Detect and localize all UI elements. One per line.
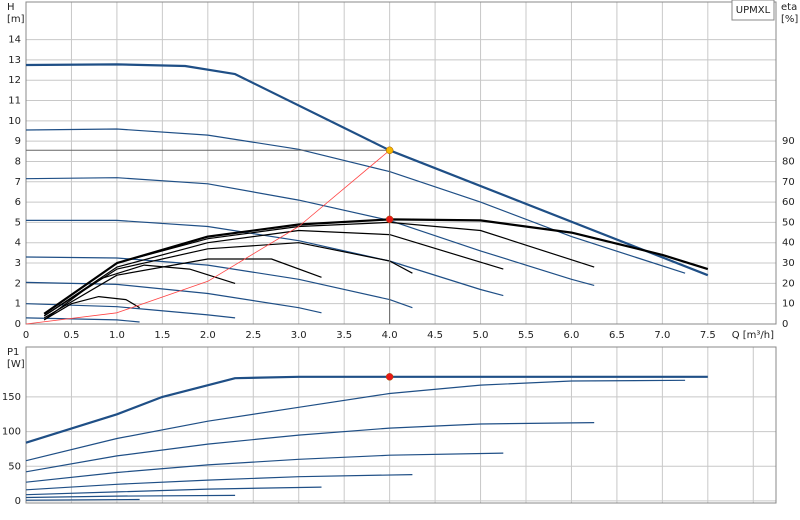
curve <box>25 149 390 325</box>
y-tick-label: 11 <box>8 96 21 107</box>
x-tick-label: 4.0 <box>382 330 398 341</box>
curve <box>43 296 140 321</box>
curve <box>25 422 595 473</box>
x-tick-label: 4.5 <box>427 330 443 341</box>
curve <box>25 498 140 501</box>
curve <box>25 63 709 277</box>
plot-frame <box>25 346 777 504</box>
curve <box>25 379 686 462</box>
curve <box>43 264 236 321</box>
y-tick-label: 8 <box>15 156 21 167</box>
y-tick-label: 7 <box>15 177 21 188</box>
x-tick-label: 2.0 <box>200 330 216 341</box>
legend-box <box>731 0 775 21</box>
y-tick-label: 9 <box>15 136 21 147</box>
curve <box>25 486 322 496</box>
x-tick-label: 5.0 <box>473 330 489 341</box>
y2-tick-label: 30 <box>782 258 795 269</box>
y-tick-label: 100 <box>2 427 21 438</box>
y2-axis-label: [%] <box>781 14 798 25</box>
legend-label: UPMXL <box>736 5 771 16</box>
x-tick-label: 7.5 <box>700 330 716 341</box>
x-tick-label: 6.0 <box>564 330 580 341</box>
curve <box>43 229 504 317</box>
y2-tick-label: 20 <box>782 278 795 289</box>
y-tick-label: 0 <box>15 319 21 330</box>
y-tick-label: 150 <box>2 392 21 403</box>
x-tick-label: 3.5 <box>336 330 352 341</box>
y-tick-label: 13 <box>8 55 21 66</box>
operating-point <box>385 146 394 155</box>
y-axis-label: P1 <box>7 347 19 358</box>
y2-tick-label: 90 <box>782 136 795 147</box>
x-tick-label: 2.5 <box>245 330 261 341</box>
operating-point <box>385 373 394 381</box>
curve <box>25 256 413 309</box>
plot-frame <box>25 1 777 325</box>
y-tick-label: 4 <box>15 238 21 249</box>
x-tick-label: 0.5 <box>64 330 80 341</box>
curve <box>26 219 504 297</box>
x-tick-label: 0 <box>23 330 29 341</box>
x-tick-label: 6.5 <box>609 330 625 341</box>
curve <box>25 281 322 314</box>
y2-axis-label: eta <box>781 2 797 13</box>
curve <box>25 474 413 491</box>
x-tick-label: 5.5 <box>518 330 534 341</box>
y2-tick-label: 40 <box>782 238 795 249</box>
y-tick-label: 10 <box>8 116 21 127</box>
curve <box>25 375 708 444</box>
y-tick-label: 0 <box>15 496 21 507</box>
curve <box>43 258 322 319</box>
y-tick-label: 12 <box>8 75 21 86</box>
curve <box>25 494 236 499</box>
y-tick-label: 5 <box>15 217 21 228</box>
y-axis-label: [m] <box>7 14 25 25</box>
curve <box>25 177 595 286</box>
curve <box>25 452 504 483</box>
y2-tick-label: 70 <box>782 177 795 188</box>
y-tick-label: 6 <box>15 197 21 208</box>
x-tick-label: 1.5 <box>154 330 170 341</box>
y-tick-label: 50 <box>8 461 21 472</box>
y2-tick-label: 10 <box>782 299 795 310</box>
y-axis-label: [W] <box>7 359 25 370</box>
y-tick-label: 2 <box>15 278 21 289</box>
y-tick-label: 1 <box>15 299 21 310</box>
y-axis-label: H <box>7 2 15 13</box>
x-tick-label: 3.0 <box>291 330 307 341</box>
y-tick-label: 14 <box>8 35 21 46</box>
curve <box>25 303 236 319</box>
curve <box>25 317 140 323</box>
x-axis-label: Q [m³/h] <box>732 330 774 341</box>
y2-tick-label: 50 <box>782 217 795 228</box>
x-tick-label: 7.0 <box>654 330 670 341</box>
operating-point <box>385 215 394 224</box>
y2-tick-label: 0 <box>782 319 788 330</box>
x-tick-label: 1.0 <box>109 330 125 341</box>
y-tick-label: 3 <box>15 258 21 269</box>
y2-tick-label: 60 <box>782 197 795 208</box>
y2-tick-label: 80 <box>782 156 795 167</box>
